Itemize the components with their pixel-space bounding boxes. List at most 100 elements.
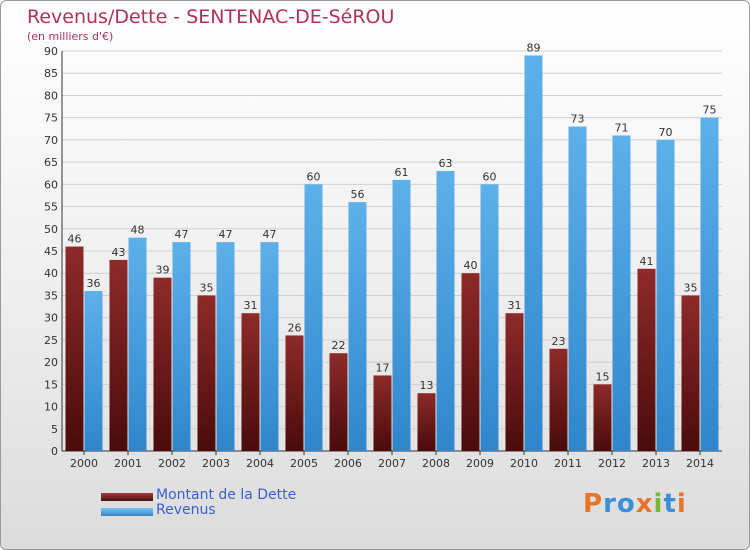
y-tick-label: 20	[44, 356, 58, 369]
data-label-revenus: 47	[219, 228, 233, 241]
bar-revenus	[348, 202, 367, 451]
data-label-dette: 31	[508, 299, 522, 312]
y-tick-label: 90	[44, 45, 58, 58]
bar-dette	[461, 273, 480, 451]
bar-revenus	[436, 171, 455, 451]
data-label-revenus: 56	[351, 188, 365, 201]
legend-swatch-dette	[101, 493, 153, 501]
bar-revenus	[656, 139, 675, 451]
bar-dette	[153, 277, 172, 451]
x-tick-label: 2014	[686, 457, 714, 470]
legend-swatch-revenus	[101, 508, 153, 516]
data-label-revenus: 60	[483, 170, 497, 183]
logo-letter: i	[676, 489, 687, 519]
x-tick-label: 2004	[246, 457, 274, 470]
bar-dette	[417, 393, 436, 451]
proxiti-logo: Proxiti	[583, 489, 687, 519]
chart-title: Revenus/Dette - SENTENAC-DE-SéROU	[27, 6, 395, 28]
x-tick-label: 2011	[554, 457, 582, 470]
bar-dette	[109, 259, 128, 451]
y-tick-label: 25	[44, 334, 58, 347]
bar-revenus	[480, 184, 499, 452]
bar-dette	[329, 353, 348, 451]
bar-dette	[241, 313, 260, 451]
y-tick-label: 60	[44, 178, 58, 191]
bar-dette	[65, 246, 84, 451]
y-tick-label: 10	[44, 401, 58, 414]
x-tick-label: 2005	[290, 457, 318, 470]
legend-label-dette: Montant de la Dette	[156, 487, 297, 503]
x-tick-label: 2008	[422, 457, 450, 470]
bar-dette	[681, 295, 700, 451]
x-tick-label: 2007	[378, 457, 406, 470]
data-label-dette: 35	[684, 281, 698, 294]
x-tick-label: 2012	[598, 457, 626, 470]
y-tick-label: 80	[44, 89, 58, 102]
x-tick-label: 2000	[70, 457, 98, 470]
data-label-dette: 26	[288, 321, 302, 334]
chart-subtitle: (en milliers d'€)	[27, 30, 114, 43]
data-label-dette: 15	[596, 370, 610, 383]
y-tick-label: 35	[44, 289, 58, 302]
y-tick-label: 40	[44, 267, 58, 280]
y-tick-label: 50	[44, 223, 58, 236]
y-tick-label: 15	[44, 378, 58, 391]
data-label-dette: 40	[464, 259, 478, 272]
logo-letter: o	[616, 489, 636, 519]
bar-dette	[285, 335, 304, 451]
y-tick-label: 85	[44, 67, 58, 80]
bar-revenus	[304, 184, 323, 452]
x-tick-label: 2001	[114, 457, 142, 470]
bar-revenus	[260, 242, 279, 451]
logo-letter: t	[663, 489, 677, 519]
y-tick-label: 65	[44, 156, 58, 169]
bar-dette	[637, 268, 656, 451]
data-label-revenus: 61	[395, 166, 409, 179]
y-tick-label: 0	[51, 445, 58, 458]
bar-revenus	[172, 242, 191, 451]
logo-letter: P	[583, 489, 604, 519]
bar-revenus	[700, 117, 719, 452]
bar-dette	[549, 348, 568, 451]
logo-letter: i	[653, 489, 664, 519]
data-label-dette: 13	[420, 379, 434, 392]
logo-letter: x	[635, 489, 654, 519]
legend-label-revenus: Revenus	[156, 502, 216, 518]
data-label-revenus: 75	[703, 104, 717, 117]
data-label-dette: 23	[552, 335, 566, 348]
bar-dette	[197, 295, 216, 451]
x-tick-label: 2003	[202, 457, 230, 470]
y-tick-label: 30	[44, 312, 58, 325]
data-label-revenus: 89	[527, 41, 541, 54]
bar-revenus	[84, 291, 103, 451]
x-tick-label: 2002	[158, 457, 186, 470]
bar-revenus	[524, 55, 543, 451]
bar-dette	[505, 313, 524, 451]
bar-revenus	[392, 179, 411, 451]
data-label-dette: 35	[200, 281, 214, 294]
y-tick-label: 45	[44, 245, 58, 258]
y-tick-label: 55	[44, 201, 58, 214]
data-label-dette: 46	[68, 233, 82, 246]
logo-letter: r	[603, 489, 617, 519]
data-label-dette: 17	[376, 361, 390, 374]
data-label-revenus: 60	[307, 170, 321, 183]
data-label-dette: 41	[640, 255, 654, 268]
data-label-revenus: 47	[175, 228, 189, 241]
data-label-revenus: 48	[131, 224, 145, 237]
y-tick-label: 70	[44, 134, 58, 147]
x-tick-label: 2009	[466, 457, 494, 470]
data-label-revenus: 71	[615, 121, 629, 134]
y-tick-label: 75	[44, 112, 58, 125]
data-label-revenus: 63	[439, 157, 453, 170]
x-tick-label: 2013	[642, 457, 670, 470]
y-tick-label: 5	[51, 423, 58, 436]
bar-revenus	[216, 242, 235, 451]
bar-revenus	[128, 237, 147, 451]
data-label-dette: 43	[112, 246, 126, 259]
x-tick-label: 2010	[510, 457, 538, 470]
x-tick-label: 2006	[334, 457, 362, 470]
data-label-revenus: 70	[659, 126, 673, 139]
